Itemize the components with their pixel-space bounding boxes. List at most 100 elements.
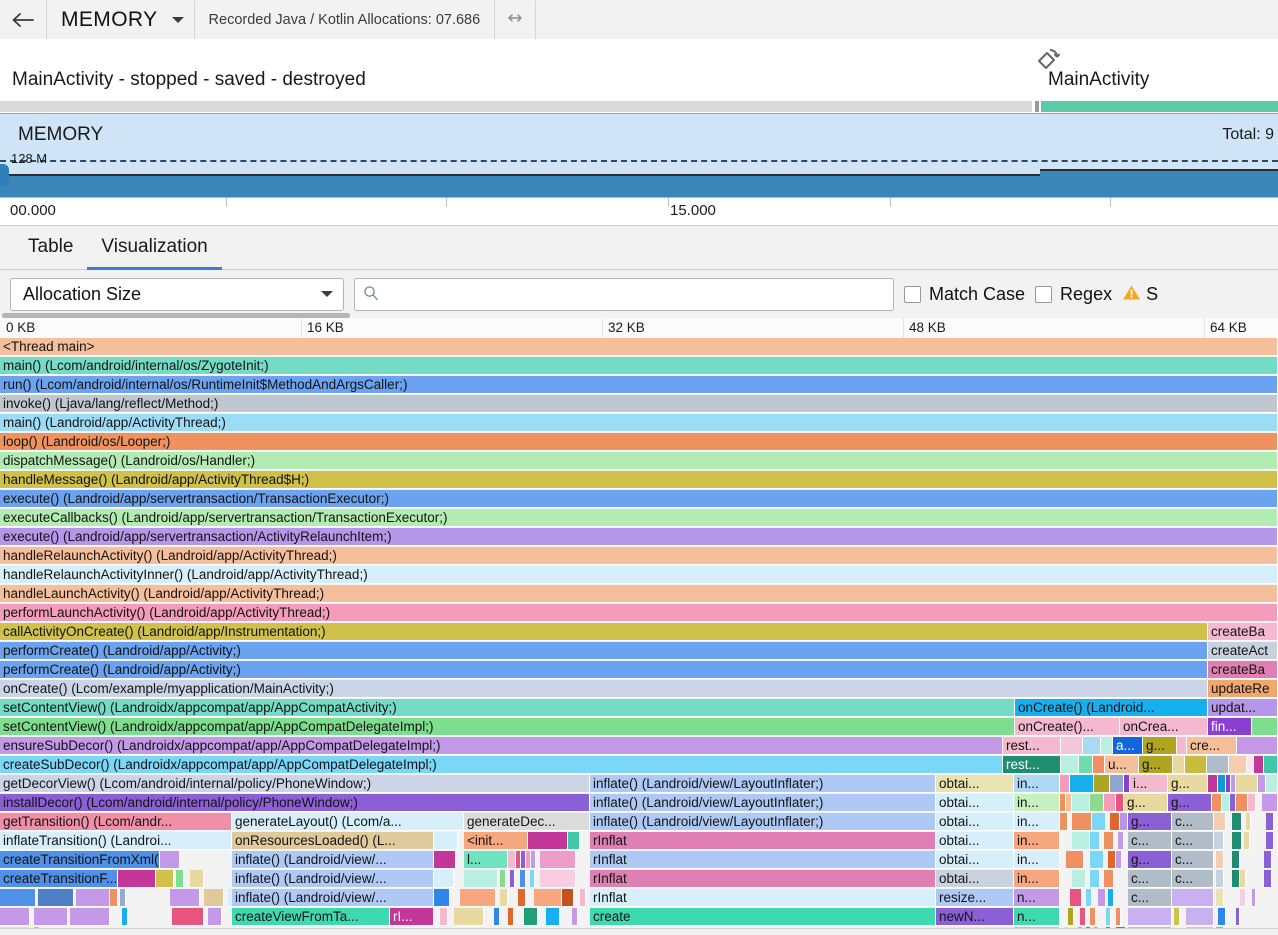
flame-cell[interactable]: dispatchMessage() (Landroid/os/Handler;) bbox=[0, 452, 1278, 470]
flame-cell[interactable]: getDecorView() (Lcom/android/internal/po… bbox=[0, 775, 590, 793]
flame-cell[interactable] bbox=[500, 870, 506, 888]
flame-cell[interactable] bbox=[1061, 737, 1083, 755]
flame-cell[interactable]: performCreate() (Landroid/app/Activity;) bbox=[0, 661, 1208, 679]
flame-cell[interactable]: g... bbox=[1143, 737, 1177, 755]
allocation-metric-select[interactable]: Allocation Size bbox=[10, 277, 344, 311]
flame-cell[interactable]: in... bbox=[1014, 870, 1060, 888]
flame-cell[interactable] bbox=[1216, 851, 1224, 869]
flame-cell[interactable] bbox=[176, 870, 184, 888]
flame-cell[interactable] bbox=[1214, 832, 1224, 850]
flame-cell[interactable] bbox=[500, 889, 508, 907]
flame-cell[interactable]: createSubDecor() (Landroidx/appcompat/ap… bbox=[0, 756, 1003, 774]
flame-cell[interactable] bbox=[1061, 756, 1079, 774]
flame-cell[interactable]: c... bbox=[1172, 851, 1214, 869]
flame-cell[interactable] bbox=[562, 889, 574, 907]
flame-cell[interactable] bbox=[1248, 794, 1256, 812]
tab-visualization[interactable]: Visualization bbox=[87, 226, 223, 270]
flame-cell[interactable]: c... bbox=[1172, 813, 1214, 831]
flame-cell[interactable] bbox=[540, 851, 576, 869]
flame-cell[interactable] bbox=[1070, 775, 1094, 793]
flame-cell[interactable]: rInflat bbox=[590, 832, 936, 850]
flame-cell[interactable]: performCreate() (Landroid/app/Activity;) bbox=[0, 642, 1208, 660]
flame-cell[interactable]: handleLaunchActivity() (Landroid/app/Act… bbox=[0, 585, 1278, 603]
flame-cell[interactable] bbox=[531, 851, 536, 869]
tab-table[interactable]: Table bbox=[14, 226, 87, 270]
flame-cell[interactable]: g... bbox=[1168, 794, 1212, 812]
flame-cell[interactable] bbox=[1068, 908, 1074, 926]
flame-cell[interactable]: inflate() (Landroid/view/... bbox=[232, 870, 434, 888]
flame-cell[interactable] bbox=[434, 889, 450, 907]
flame-cell[interactable]: performLaunchActivity() (Landroid/app/Ac… bbox=[0, 604, 1278, 622]
flame-cell[interactable] bbox=[1120, 813, 1128, 831]
flame-cell[interactable] bbox=[34, 927, 40, 928]
flame-cell[interactable] bbox=[1222, 794, 1230, 812]
flame-cell[interactable]: cre... bbox=[1187, 737, 1237, 755]
flame-cell[interactable] bbox=[1264, 870, 1272, 888]
flame-cell[interactable] bbox=[528, 832, 568, 850]
flame-cell[interactable] bbox=[76, 889, 110, 907]
flame-cell[interactable]: callActivityOnCreate() (Landroid/app/Ins… bbox=[0, 623, 1208, 641]
flame-cell[interactable] bbox=[1083, 737, 1101, 755]
flame-cell[interactable]: handleMessage() (Landroid/app/ActivityTh… bbox=[0, 471, 1278, 489]
flame-cell[interactable]: obtai... bbox=[936, 794, 1014, 812]
flame-cell[interactable]: setContentView() (Landroidx/appcompat/ap… bbox=[0, 718, 1015, 736]
flame-cell[interactable] bbox=[1090, 870, 1100, 888]
flame-cell[interactable] bbox=[1116, 794, 1124, 812]
flame-cell[interactable] bbox=[1106, 927, 1111, 928]
flame-cell[interactable] bbox=[464, 870, 498, 888]
flame-cell[interactable]: <init... bbox=[464, 832, 528, 850]
flame-cell[interactable] bbox=[172, 908, 204, 926]
flame-cell[interactable] bbox=[534, 889, 562, 907]
flame-cell[interactable] bbox=[1240, 889, 1246, 907]
flame-cell[interactable]: inflate() (Landroid/view/LayoutInflater;… bbox=[590, 813, 936, 831]
flame-cell[interactable]: inflate() (Landroid/view/... bbox=[232, 889, 434, 907]
flame-cell[interactable]: execute() (Landroid/app/servertransactio… bbox=[0, 490, 1278, 508]
range-fit-button[interactable] bbox=[495, 0, 537, 39]
flame-cell[interactable] bbox=[1229, 756, 1247, 774]
flame-cell[interactable] bbox=[568, 832, 580, 850]
flame-cell[interactable] bbox=[0, 908, 30, 926]
lifecycle-segment[interactable] bbox=[1035, 101, 1039, 112]
flame-cell[interactable] bbox=[521, 851, 526, 869]
flame-cell[interactable] bbox=[1216, 870, 1224, 888]
flame-cell[interactable]: createBa bbox=[1208, 661, 1278, 679]
flame-cell[interactable] bbox=[1252, 718, 1278, 736]
flame-cell[interactable]: c... bbox=[1128, 870, 1172, 888]
flame-cell[interactable] bbox=[508, 851, 516, 869]
flame-cell[interactable] bbox=[1216, 927, 1224, 928]
flame-cell[interactable] bbox=[1218, 908, 1226, 926]
flame-cell[interactable] bbox=[1116, 851, 1122, 869]
flame-cell[interactable] bbox=[1230, 794, 1236, 812]
flame-cell[interactable]: rI... bbox=[390, 908, 434, 926]
flame-cell[interactable]: n... bbox=[1014, 889, 1060, 907]
flame-cell[interactable]: fin... bbox=[1208, 718, 1252, 736]
flame-cell[interactable] bbox=[170, 889, 200, 907]
flame-cell[interactable] bbox=[0, 889, 36, 907]
flame-cell[interactable]: g... bbox=[1124, 794, 1168, 812]
flame-cell[interactable]: i... bbox=[1130, 775, 1168, 793]
flame-cell[interactable] bbox=[1236, 775, 1258, 793]
flame-cell[interactable] bbox=[1086, 927, 1091, 928]
flame-cell[interactable]: loop() (Landroid/os/Looper;) bbox=[0, 433, 1278, 451]
flame-cell[interactable] bbox=[1086, 889, 1092, 907]
flame-cell[interactable] bbox=[1236, 908, 1240, 926]
flame-cell[interactable]: inflate() (Landroid/view/... bbox=[232, 851, 434, 869]
flame-cell[interactable] bbox=[526, 851, 531, 869]
flame-cell[interactable] bbox=[122, 908, 128, 926]
flame-cell[interactable] bbox=[1266, 775, 1278, 793]
flame-cell[interactable] bbox=[1128, 927, 1172, 928]
flame-cell[interactable]: u... bbox=[1105, 756, 1139, 774]
flame-cell[interactable] bbox=[208, 908, 222, 926]
flame-cell[interactable] bbox=[1108, 851, 1116, 869]
flame-cell[interactable] bbox=[580, 889, 586, 907]
flame-cell[interactable]: onResourcesLoaded() (L... bbox=[232, 832, 434, 850]
flame-cell[interactable]: createTransitionF... bbox=[0, 870, 118, 888]
flame-cell[interactable]: handleRelaunchActivityInner() (Landroid/… bbox=[0, 566, 1278, 584]
flame-cell[interactable]: generateLayout() (Lcom/a... bbox=[232, 813, 464, 831]
flame-cell[interactable] bbox=[1232, 870, 1240, 888]
flame-cell[interactable] bbox=[1244, 832, 1250, 850]
flame-cell[interactable] bbox=[1214, 813, 1226, 831]
flame-cell[interactable] bbox=[1066, 851, 1084, 869]
flame-cell[interactable] bbox=[1064, 927, 1069, 928]
flame-cell[interactable]: inflate() (Landroid/view/LayoutInflater;… bbox=[590, 775, 936, 793]
